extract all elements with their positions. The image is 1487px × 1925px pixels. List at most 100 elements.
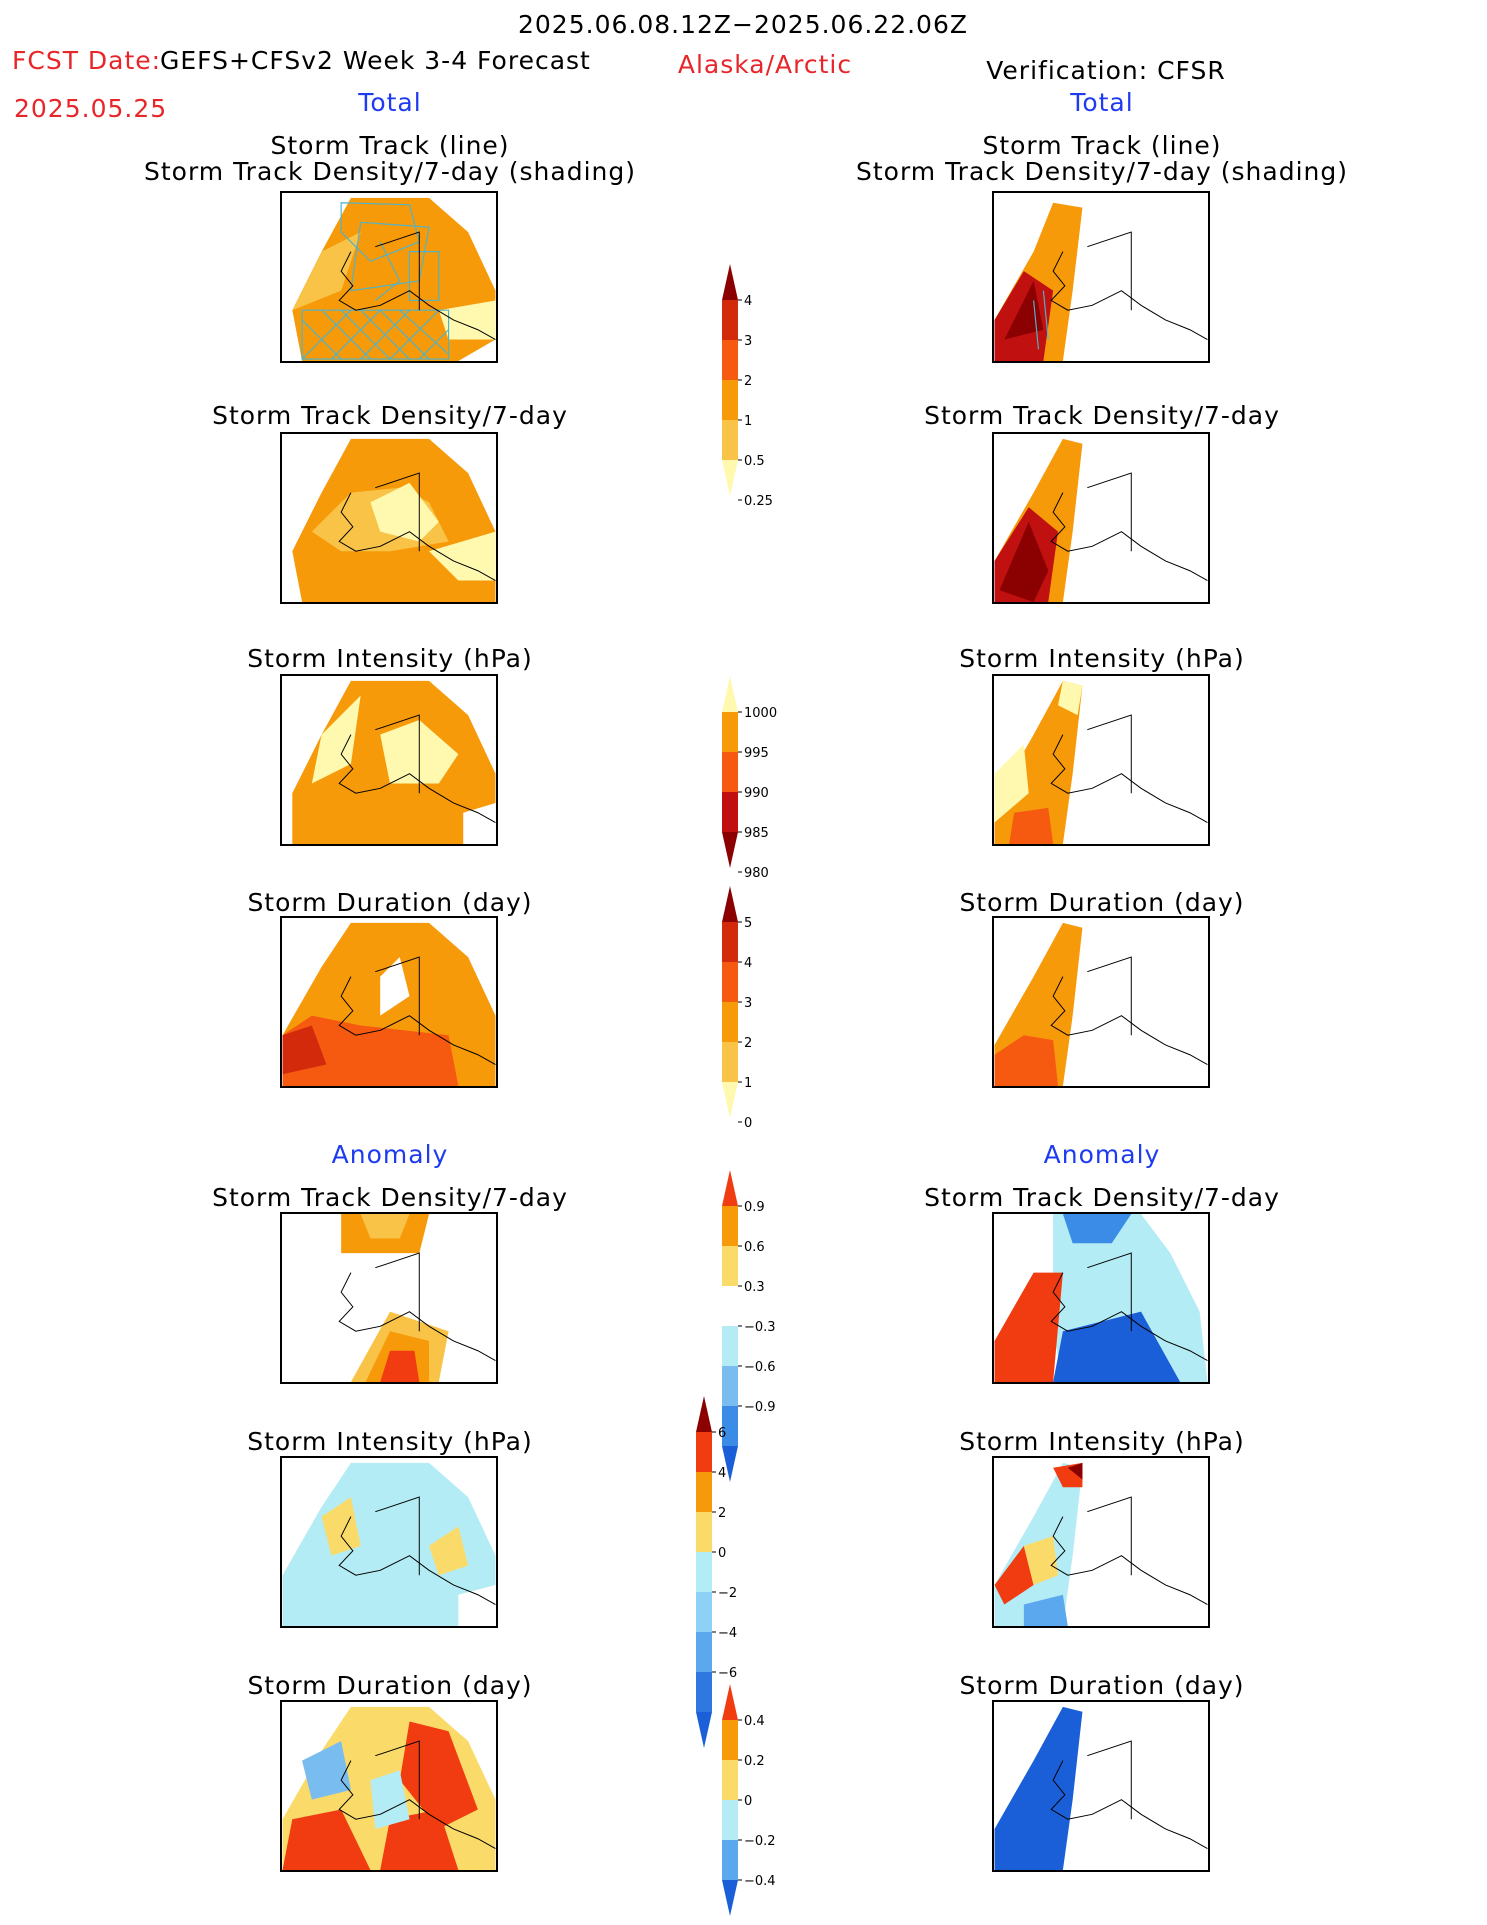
anomaly-label-left: Anomaly [331,1140,449,1169]
colorbar-cell [722,1246,738,1286]
colorbar-tick-label: 3 [744,334,752,349]
title-duration-anom-right: Storm Duration (day) [959,1671,1245,1700]
title-track-shading-right: Storm Track Density/7-day (shading) [855,157,1349,186]
colorbar-bottom-arrow [722,832,738,868]
colorbar-bottom-arrow [722,1880,738,1916]
forecast-product: GEFS+CFSv2 Week 3-4 Forecast [160,46,591,75]
colorbar-tick-label: 0 [718,1546,726,1561]
colorbar-bottom-arrow [696,1712,712,1748]
colorbar-tick-label: 4 [718,1466,726,1481]
title-density-anom-right: Storm Track Density/7-day [924,1183,1280,1212]
colorbar-cell [696,1512,712,1552]
colorbar-cell [696,1472,712,1512]
colorbar-tick-label: 0.2 [744,1754,765,1769]
colorbar-bottom-arrow [722,460,738,496]
colorbar-tick-label: 985 [744,826,769,841]
colorbar-top-arrow [722,1684,738,1720]
colorbar-bottom-arrow [722,1082,738,1118]
colorbar-tick-label: 1 [744,1076,752,1091]
title-duration-right: Storm Duration (day) [959,888,1245,917]
colorbar-cell [722,420,738,460]
map-fcst-intensity-anomaly [280,1456,498,1628]
colorbar-cell [722,922,738,962]
colorbar-tick-label: 0.6 [744,1240,765,1255]
fcst-date-label: FCST Date: [12,46,162,75]
colorbar-tick-label: 0.25 [744,494,773,509]
colorbar-cell [722,1366,738,1406]
colorbar-bottom-arrow [722,1446,738,1482]
colorbar-tick-label: 980 [744,866,769,881]
colorbar-svg: 4 3 2 1 0.5 0.25 [722,264,773,509]
title-track-line-left: Storm Track (line) [270,131,510,160]
verification-label: Verification: CFSR [986,56,1226,85]
title-intensity-anom-right: Storm Intensity (hPa) [959,1427,1245,1456]
colorbar-cell [722,1406,738,1446]
colorbar-svg: 6 4 2 0 −2 −4 −6 [696,1396,737,1748]
colorbar-cell [722,1760,738,1800]
colorbar-tick-label: −0.2 [744,1834,776,1849]
colorbar-top-arrow [722,676,738,712]
colorbar-cell [722,1800,738,1840]
colorbar-cell [722,300,738,340]
colorbar-tick-label: 2 [718,1506,726,1521]
colorbar-intensity-anomaly: 6 4 2 0 −2 −4 −6 [696,1396,766,1752]
colorbar-tick-label: 2 [744,374,752,389]
colorbar-cell [722,1286,738,1326]
colorbar-tick-label: 4 [744,294,752,309]
title-intensity-anom-left: Storm Intensity (hPa) [247,1427,533,1456]
colorbar-tick-label: 4 [744,956,752,971]
colorbar-cell [722,340,738,380]
colorbar-tick-label: 6 [718,1426,726,1441]
colorbar-svg: 0.9 0.6 0.3 −0.3 −0.6 −0.9 [722,1170,776,1482]
map-cfsr-intensity-anomaly [992,1456,1210,1628]
colorbar-track-density-total: 4 3 2 1 0.5 0.25 [722,264,792,509]
colorbar-tick-label: −0.9 [744,1400,776,1415]
map-cfsr-density-anomaly [992,1212,1210,1384]
colorbar-cell [696,1672,712,1712]
colorbar-svg: 0.4 0.2 0 −0.2 −0.4 [722,1684,776,1916]
total-label-left: Total [358,88,422,117]
colorbar-tick-label: −0.6 [744,1360,776,1375]
colorbar-tick-label: −0.4 [744,1874,776,1889]
colorbar-cell [722,380,738,420]
title-track-shading-left: Storm Track Density/7-day (shading) [143,157,637,186]
colorbar-tick-label: 0.9 [744,1200,765,1215]
map-cfsr-duration-anomaly [992,1700,1210,1872]
map-fcst-duration [280,916,498,1088]
colorbar-cell [722,1326,738,1366]
title-intensity-left: Storm Intensity (hPa) [247,644,533,673]
colorbar-cell [696,1432,712,1472]
title-density-left: Storm Track Density/7-day [212,401,568,430]
map-fcst-track-line [280,191,498,363]
colorbar-density-anomaly: 0.9 0.6 0.3 −0.3 −0.6 −0.9 [722,1170,792,1486]
colorbar-tick-label: 0.5 [744,454,765,469]
map-fcst-density-anomaly [280,1212,498,1384]
colorbar-cell [696,1632,712,1672]
colorbar-cell [722,1720,738,1760]
colorbar-cell [722,1042,738,1082]
colorbar-cell [722,792,738,832]
colorbar-tick-label: 995 [744,746,769,761]
colorbar-duration-anomaly: 0.4 0.2 0 −0.2 −0.4 [722,1684,792,1920]
forecast-date: 2025.05.25 [14,94,168,123]
colorbar-duration-total: 5 4 3 2 1 0 [722,886,792,1131]
title-density-anom-left: Storm Track Density/7-day [212,1183,568,1212]
colorbar-tick-label: 990 [744,786,769,801]
colorbar-cell [722,712,738,752]
title-track-line-right: Storm Track (line) [982,131,1222,160]
map-cfsr-duration [992,916,1210,1088]
colorbar-intensity-total: 1000 995 990 985 980 [722,676,792,881]
colorbar-top-arrow [722,264,738,300]
colorbar-cell [722,1840,738,1880]
colorbar-tick-label: 0 [744,1794,752,1809]
anomaly-label-right: Anomaly [1043,1140,1161,1169]
colorbar-tick-label: −2 [718,1586,737,1601]
colorbar-top-arrow [722,1170,738,1206]
colorbar-cell [722,1206,738,1246]
region-label: Alaska/Arctic [677,50,853,79]
colorbar-tick-label: 5 [744,916,752,931]
colorbar-cell [722,962,738,1002]
colorbar-tick-label: 3 [744,996,752,1011]
title-intensity-right: Storm Intensity (hPa) [959,644,1245,673]
colorbar-top-arrow [722,886,738,922]
